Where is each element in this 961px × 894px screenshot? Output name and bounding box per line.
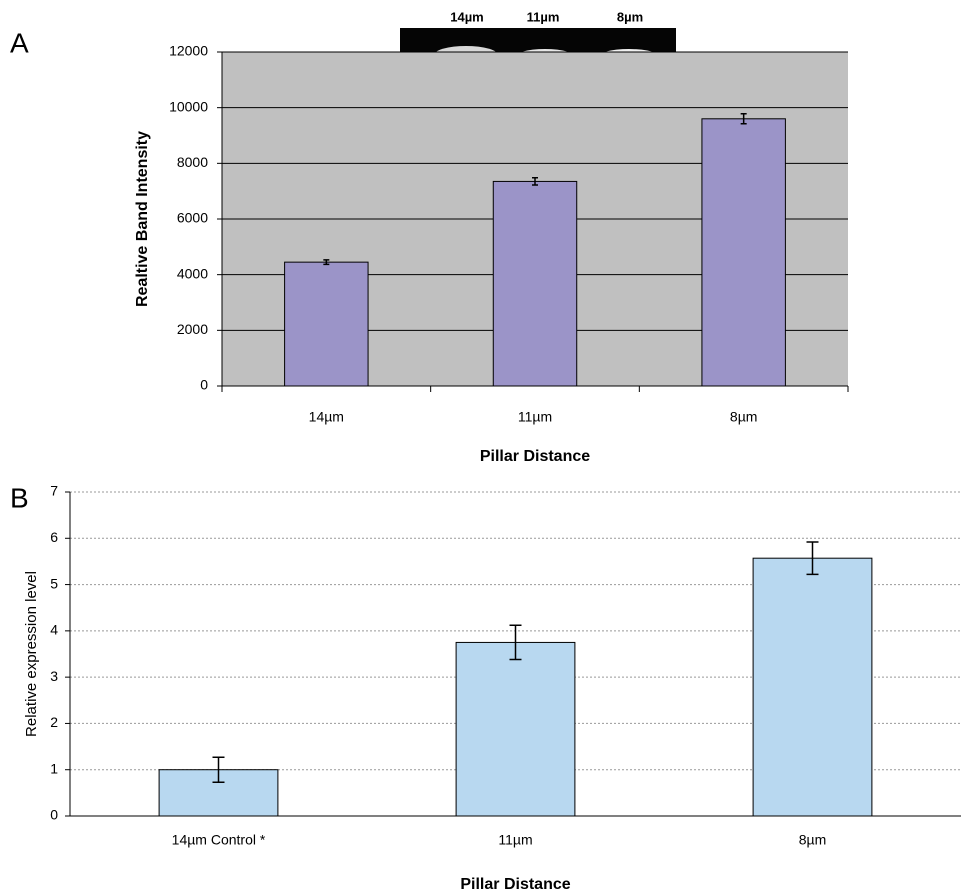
y-tick-label: 2000 (177, 321, 208, 337)
bar (702, 119, 785, 386)
gel-label: 14µm (450, 9, 484, 24)
panel-label: B (10, 482, 29, 513)
figure: A 0 2000 4000 6000 8000 10000 12000 14µm 11µm 8µm P… (0, 0, 961, 894)
bar (285, 262, 368, 386)
bar (456, 642, 575, 816)
panel-label: A (10, 27, 29, 58)
y-tick-label: 0 (50, 807, 58, 823)
y-axis-title: Relative expression level (23, 571, 40, 737)
x-tick-label: 11µm (518, 409, 552, 425)
x-axis-title: Pillar Distance (480, 448, 590, 465)
y-tick-label: 1 (50, 760, 58, 776)
y-tick-label: 10000 (169, 98, 208, 114)
x-tick-label: 8µm (799, 832, 827, 848)
x-axis-title: Pillar Distance (460, 876, 570, 893)
x-tick-label: 11µm (498, 832, 532, 848)
y-tick-label: 4000 (177, 265, 208, 281)
y-tick-label: 6000 (177, 210, 208, 226)
y-tick-label: 6 (50, 529, 58, 545)
y-tick-label: 2 (50, 714, 58, 730)
x-tick-label: 14µm Control * (172, 832, 266, 848)
bar (493, 181, 576, 386)
y-tick-label: 12000 (169, 43, 208, 59)
gel-label: 11µm (527, 9, 560, 24)
y-tick-label: 7 (50, 483, 58, 499)
y-tick-label: 5 (50, 575, 58, 591)
y-tick-label: 8000 (177, 154, 208, 170)
y-tick-label: 3 (50, 668, 58, 684)
y-tick-label: 0 (200, 377, 208, 393)
x-tick-label: 8µm (730, 409, 758, 425)
gel-label: 8µm (617, 9, 643, 24)
y-tick-label: 4 (50, 622, 58, 638)
x-tick-label: 14µm (309, 409, 344, 425)
page: A 0 2000 4000 6000 8000 10000 12000 14µm 11µm 8µm P… (0, 0, 961, 894)
y-axis-title: Realtive Band Intensity (134, 131, 151, 307)
bar (753, 558, 872, 816)
